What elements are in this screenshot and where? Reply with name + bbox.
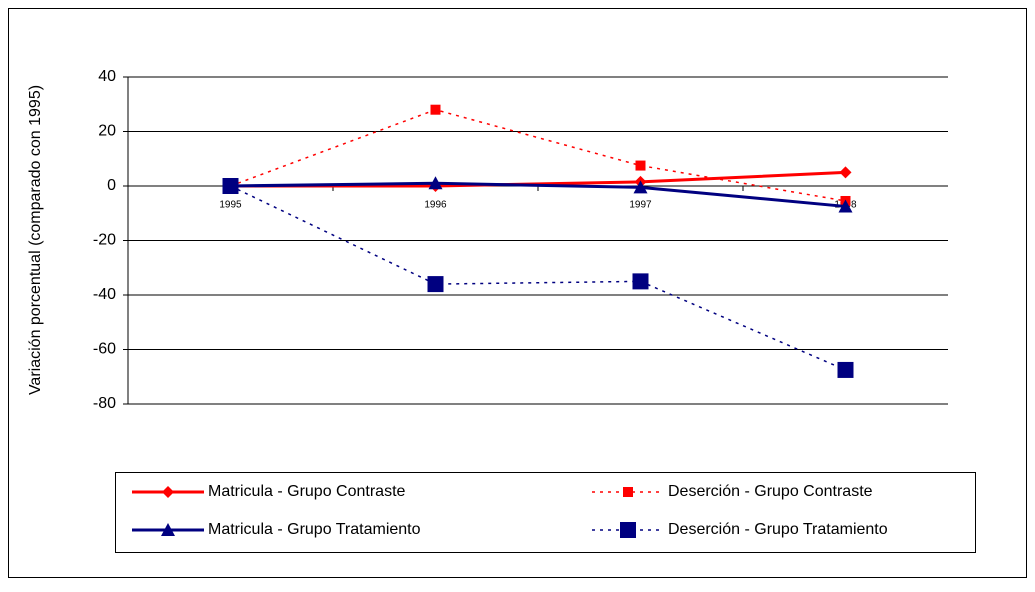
marker [633, 180, 648, 194]
legend-label: Deserción - Grupo Contraste [668, 483, 873, 500]
x-tick-label: 1995 [219, 200, 242, 211]
y-tick-label: 40 [98, 68, 116, 85]
y-tick-label: -80 [93, 395, 116, 412]
series-line [230, 181, 846, 208]
marker [635, 160, 646, 171]
marker [838, 199, 853, 213]
y-tick-label: 20 [98, 123, 116, 140]
y-tick-label: 0 [107, 177, 116, 194]
y-tick-label: -40 [93, 286, 116, 303]
legend-marker [162, 486, 174, 498]
legend-box [115, 472, 976, 553]
marker [222, 178, 239, 194]
y-axis-title: Variación porcentual (comparado con 1995… [27, 85, 44, 395]
legend-label: Deserción - Grupo Tratamiento [668, 521, 888, 538]
marker [428, 176, 443, 190]
legend-marker [623, 487, 633, 497]
legend-label: Matricula - Grupo Tratamiento [208, 521, 421, 538]
y-tick-label: -60 [93, 341, 116, 358]
marker [427, 276, 444, 293]
marker [839, 166, 852, 179]
marker [430, 104, 441, 115]
series-line [230, 185, 846, 371]
marker [632, 273, 649, 290]
x-tick-label: 1996 [424, 200, 447, 211]
legend-label: Matricula - Grupo Contraste [208, 483, 406, 500]
x-tick-label: 1997 [629, 200, 652, 211]
y-tick-label: -20 [93, 232, 116, 249]
marker [837, 361, 854, 378]
legend-marker [620, 522, 636, 538]
legend-marker [161, 523, 175, 536]
